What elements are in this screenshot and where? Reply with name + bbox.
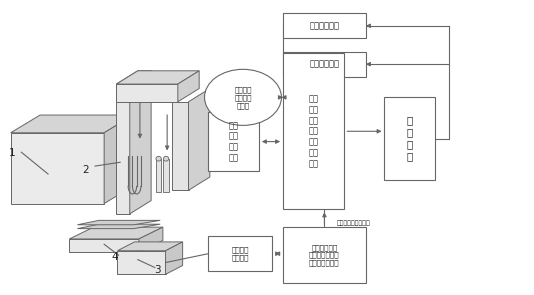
Bar: [283, 227, 366, 283]
Polygon shape: [130, 71, 151, 214]
Polygon shape: [11, 133, 104, 204]
Bar: [163, 159, 169, 192]
Polygon shape: [166, 242, 183, 274]
Polygon shape: [77, 220, 160, 225]
Polygon shape: [139, 227, 163, 252]
Text: 锤击控制系统: 锤击控制系统: [309, 60, 340, 69]
Text: 焊缝形状
信息采集: 焊缝形状 信息采集: [232, 246, 249, 261]
Polygon shape: [116, 71, 199, 84]
Bar: [156, 159, 161, 192]
Polygon shape: [77, 224, 160, 229]
Polygon shape: [178, 71, 199, 102]
Ellipse shape: [156, 156, 161, 161]
Text: 平整
度及
残余
应力
协调
优化
系统: 平整 度及 残余 应力 协调 优化 系统: [309, 94, 319, 168]
Text: 工艺
参数
管理
系统: 工艺 参数 管理 系统: [229, 121, 239, 162]
Bar: [283, 53, 344, 209]
Text: 焊缝实时平整度输入: 焊缝实时平整度输入: [336, 220, 370, 225]
Polygon shape: [172, 102, 189, 190]
Ellipse shape: [205, 69, 281, 125]
Text: 控
制
中
心: 控 制 中 心: [407, 116, 413, 162]
Bar: [283, 52, 366, 77]
Bar: [208, 236, 272, 271]
Bar: [208, 112, 259, 171]
Text: 堆材控制系统: 堆材控制系统: [309, 21, 340, 30]
Polygon shape: [117, 242, 183, 251]
Polygon shape: [116, 71, 151, 84]
Polygon shape: [104, 115, 134, 204]
Polygon shape: [116, 84, 130, 214]
Polygon shape: [116, 84, 178, 102]
Text: 2: 2: [82, 165, 89, 175]
Polygon shape: [69, 239, 139, 252]
Text: 3: 3: [154, 265, 161, 275]
Polygon shape: [189, 88, 210, 190]
Text: 平整度与
消应力效
果输入: 平整度与 消应力效 果输入: [234, 86, 252, 109]
Bar: [384, 97, 435, 180]
Ellipse shape: [163, 156, 169, 161]
Text: 1: 1: [9, 148, 15, 158]
Bar: [283, 13, 366, 38]
Polygon shape: [69, 227, 163, 239]
Text: 4: 4: [112, 252, 118, 262]
Polygon shape: [11, 115, 134, 133]
Polygon shape: [117, 251, 166, 274]
Text: 图像信息处理
（焊缝几何形状
及平整度获取）: 图像信息处理 （焊缝几何形状 及平整度获取）: [309, 244, 340, 266]
